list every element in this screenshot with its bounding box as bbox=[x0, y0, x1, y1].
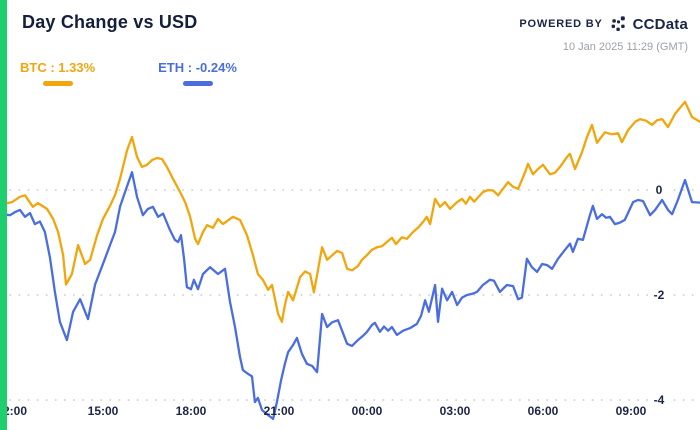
legend-swatch-btc bbox=[42, 81, 73, 86]
x-tick-label: 2:00 bbox=[2, 404, 28, 418]
brand-name: CCData bbox=[632, 15, 688, 33]
legend-item-btc[interactable]: BTC : 1.33% bbox=[20, 60, 95, 86]
series-line-eth bbox=[0, 171, 700, 421]
x-tick-label: 03:00 bbox=[439, 404, 471, 418]
x-tick-label: 09:00 bbox=[615, 404, 647, 418]
x-tick-label: 00:00 bbox=[351, 404, 383, 418]
legend-swatch-eth bbox=[182, 81, 213, 86]
y-tick-label: -4 bbox=[648, 393, 670, 407]
series-line-btc bbox=[0, 100, 700, 323]
legend-label-eth: ETH : -0.24% bbox=[158, 60, 237, 75]
x-tick-label: 06:00 bbox=[527, 404, 559, 418]
legend: BTC : 1.33% ETH : -0.24% bbox=[20, 60, 237, 86]
green-accent-bar bbox=[0, 0, 7, 430]
x-tick-label: 15:00 bbox=[87, 404, 119, 418]
page-title: Day Change vs USD bbox=[22, 12, 198, 32]
x-tick-label: 21:00 bbox=[263, 404, 295, 418]
legend-item-eth[interactable]: ETH : -0.24% bbox=[158, 60, 237, 86]
timestamp: 10 Jan 2025 11:29 (GMT) bbox=[562, 41, 688, 53]
legend-label-btc: BTC : 1.33% bbox=[20, 60, 96, 75]
x-tick-label: 18:00 bbox=[175, 404, 207, 418]
powered-by-row: POWERED BY CCData bbox=[519, 15, 688, 33]
y-tick-label: 0 bbox=[648, 183, 670, 197]
y-tick-label: -2 bbox=[648, 288, 670, 302]
powered-by-label: POWERED BY bbox=[519, 18, 603, 30]
ccdata-logo-icon bbox=[609, 15, 627, 33]
